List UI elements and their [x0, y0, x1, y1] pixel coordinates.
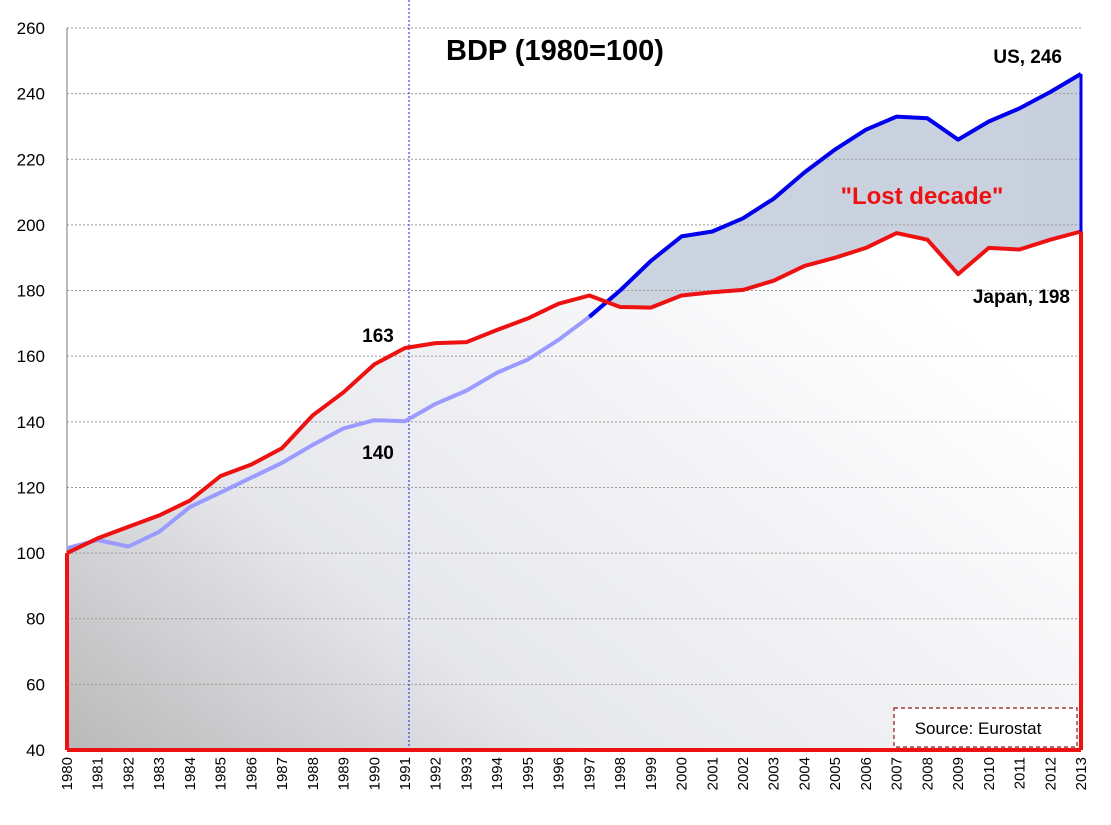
x-tick-2010: 2010: [981, 757, 998, 790]
lost-decade-label: "Lost decade": [841, 183, 1004, 210]
x-tick-2008: 2008: [919, 757, 936, 790]
x-tick-1981: 1981: [90, 757, 107, 790]
x-tick-1982: 1982: [120, 757, 137, 790]
x-tick-2004: 2004: [796, 757, 813, 790]
y-tick-200: 200: [17, 216, 45, 235]
y-tick-160: 160: [17, 347, 45, 366]
x-tick-1986: 1986: [243, 757, 260, 790]
x-tick-1983: 1983: [151, 757, 168, 790]
x-tick-2002: 2002: [735, 757, 752, 790]
us-end-label: US, 246: [993, 47, 1062, 68]
x-tick-2009: 2009: [950, 757, 967, 790]
x-tick-1990: 1990: [366, 757, 383, 790]
y-tick-220: 220: [17, 150, 45, 169]
y-tick-60: 60: [26, 675, 45, 694]
x-tick-1997: 1997: [581, 757, 598, 790]
source-box: [893, 707, 1078, 748]
x-tick-1999: 1999: [643, 757, 660, 790]
y-gridlines: [67, 27, 1081, 685]
x-tick-2007: 2007: [889, 757, 906, 790]
japan-area-fill: [67, 231, 1081, 750]
x-tick-2013: 2013: [1073, 757, 1090, 790]
x-axis: 1980 1981 1982 1983 1984 1985 1986 1987 1988 1989…: [59, 757, 1090, 790]
x-tick-1980: 1980: [59, 757, 76, 790]
x-tick-1984: 1984: [182, 757, 199, 790]
y-tick-40: 40: [26, 741, 45, 760]
source-label: Source: Eurostat: [915, 719, 1042, 738]
y-axis: 40 60 80 100 120 140 160 180 200 220 240 260: [17, 19, 68, 760]
x-tick-1996: 1996: [551, 757, 568, 790]
y-tick-140: 140: [17, 413, 45, 432]
y-tick-180: 180: [17, 282, 45, 301]
x-tick-1995: 1995: [520, 757, 537, 790]
us-series-line: [588, 72, 1083, 319]
x-tick-2005: 2005: [827, 757, 844, 790]
y-tick-120: 120: [17, 478, 45, 497]
us-1991-label: 140: [362, 443, 394, 464]
x-tick-2001: 2001: [704, 757, 721, 790]
x-tick-1988: 1988: [305, 757, 322, 790]
x-tick-2000: 2000: [674, 757, 691, 790]
x-tick-1987: 1987: [274, 757, 291, 790]
x-tick-1989: 1989: [336, 757, 353, 790]
y-tick-260: 260: [17, 19, 45, 38]
x-tick-2003: 2003: [766, 757, 783, 790]
japan-1991-label: 163: [362, 326, 394, 347]
chart-title: BDP (1980=100): [446, 35, 664, 67]
x-tick-1992: 1992: [428, 757, 445, 790]
y-tick-240: 240: [17, 85, 45, 104]
japan-series-line: [66, 229, 1082, 555]
y-tick-100: 100: [17, 544, 45, 563]
x-tick-1985: 1985: [213, 757, 230, 790]
x-tick-2011: 2011: [1012, 757, 1029, 789]
x-tick-1991: 1991: [397, 757, 414, 790]
japan-end-label: Japan, 198: [973, 287, 1070, 308]
x-tick-1994: 1994: [489, 757, 506, 790]
us-series-line-early: [66, 288, 622, 551]
y-tick-80: 80: [26, 610, 45, 629]
x-tick-1998: 1998: [612, 757, 629, 790]
x-tick-2006: 2006: [858, 757, 875, 790]
x-tick-1993: 1993: [458, 757, 475, 790]
x-tick-2012: 2012: [1042, 757, 1059, 790]
